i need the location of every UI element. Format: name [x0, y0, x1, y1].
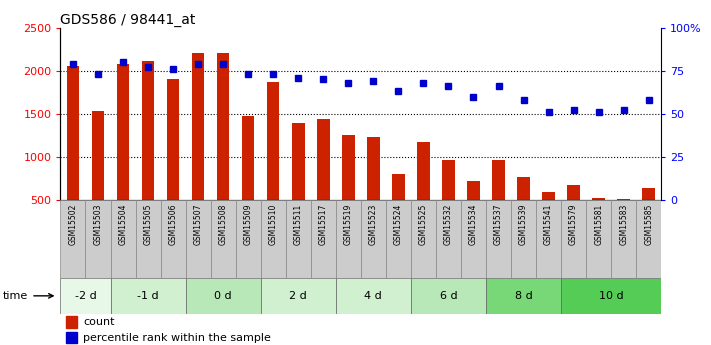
Text: GSM15510: GSM15510	[269, 204, 278, 245]
Bar	[392, 174, 405, 243]
Text: 6 d: 6 d	[439, 291, 457, 301]
Text: GSM15519: GSM15519	[344, 204, 353, 245]
Text: -2 d: -2 d	[75, 291, 97, 301]
Bar	[592, 198, 605, 243]
Bar	[66, 316, 77, 328]
Text: GSM15507: GSM15507	[193, 204, 203, 246]
Bar	[136, 200, 161, 278]
Bar	[192, 52, 204, 243]
Bar	[486, 278, 561, 314]
Bar	[110, 200, 136, 278]
Bar	[242, 116, 255, 243]
Bar	[286, 200, 311, 278]
Bar	[617, 199, 630, 243]
Text: GSM15511: GSM15511	[294, 204, 303, 245]
Bar	[567, 186, 580, 243]
Bar	[85, 200, 110, 278]
Bar	[436, 200, 461, 278]
Bar	[442, 159, 455, 243]
Bar	[561, 200, 586, 278]
Text: GSM15509: GSM15509	[244, 204, 252, 246]
Text: GSM15517: GSM15517	[319, 204, 328, 245]
Text: GSM15506: GSM15506	[169, 204, 178, 246]
Bar	[161, 200, 186, 278]
Text: GSM15523: GSM15523	[369, 204, 378, 245]
Bar	[210, 200, 235, 278]
Bar	[311, 200, 336, 278]
Bar	[586, 200, 611, 278]
Bar	[217, 52, 230, 243]
Text: percentile rank within the sample: percentile rank within the sample	[83, 333, 271, 343]
Bar	[492, 159, 505, 243]
Bar	[360, 200, 386, 278]
Bar	[636, 200, 661, 278]
Bar	[386, 200, 411, 278]
Bar	[611, 200, 636, 278]
Text: 0 d: 0 d	[214, 291, 232, 301]
Bar	[486, 200, 511, 278]
Bar	[261, 200, 286, 278]
Bar	[117, 64, 129, 243]
Text: time: time	[3, 291, 53, 301]
Bar	[336, 278, 411, 314]
Text: GSM15534: GSM15534	[469, 204, 478, 246]
Bar	[536, 200, 561, 278]
Text: 2 d: 2 d	[289, 291, 307, 301]
Text: GSM15532: GSM15532	[444, 204, 453, 245]
Bar	[317, 119, 329, 243]
Bar	[342, 135, 355, 243]
Bar	[167, 79, 179, 243]
Text: GSM15541: GSM15541	[544, 204, 553, 245]
Text: GSM15502: GSM15502	[68, 204, 77, 245]
Text: GSM15508: GSM15508	[219, 204, 228, 245]
Text: GSM15504: GSM15504	[119, 204, 127, 246]
Bar	[643, 188, 655, 243]
Text: GSM15525: GSM15525	[419, 204, 428, 245]
Bar	[336, 200, 360, 278]
Text: GSM15585: GSM15585	[644, 204, 653, 245]
Text: GSM15537: GSM15537	[494, 204, 503, 246]
Bar	[367, 137, 380, 243]
Text: GSM15579: GSM15579	[569, 204, 578, 246]
Text: GSM15505: GSM15505	[144, 204, 153, 246]
Text: count: count	[83, 317, 114, 327]
Text: -1 d: -1 d	[137, 291, 159, 301]
Text: GSM15581: GSM15581	[594, 204, 603, 245]
Bar	[561, 278, 661, 314]
Text: 10 d: 10 d	[599, 291, 624, 301]
Bar	[186, 200, 210, 278]
Bar	[467, 181, 480, 243]
Text: GDS586 / 98441_at: GDS586 / 98441_at	[60, 12, 196, 27]
Bar	[110, 278, 186, 314]
Text: GSM15583: GSM15583	[619, 204, 629, 245]
Bar	[186, 278, 261, 314]
Bar	[292, 124, 304, 243]
Bar	[235, 200, 261, 278]
Bar	[67, 66, 79, 243]
Bar	[411, 200, 436, 278]
Text: 4 d: 4 d	[365, 291, 383, 301]
Bar	[141, 61, 154, 243]
Bar	[267, 82, 279, 243]
Text: GSM15524: GSM15524	[394, 204, 403, 245]
Bar	[417, 142, 429, 243]
Bar	[60, 278, 110, 314]
Text: GSM15539: GSM15539	[519, 204, 528, 246]
Bar	[92, 111, 105, 243]
Bar	[511, 200, 536, 278]
Text: 8 d: 8 d	[515, 291, 533, 301]
Bar	[66, 332, 77, 344]
Bar	[411, 278, 486, 314]
Bar	[461, 200, 486, 278]
Bar	[60, 200, 85, 278]
Bar	[518, 177, 530, 243]
Bar	[261, 278, 336, 314]
Bar	[542, 193, 555, 243]
Text: GSM15503: GSM15503	[93, 204, 102, 246]
